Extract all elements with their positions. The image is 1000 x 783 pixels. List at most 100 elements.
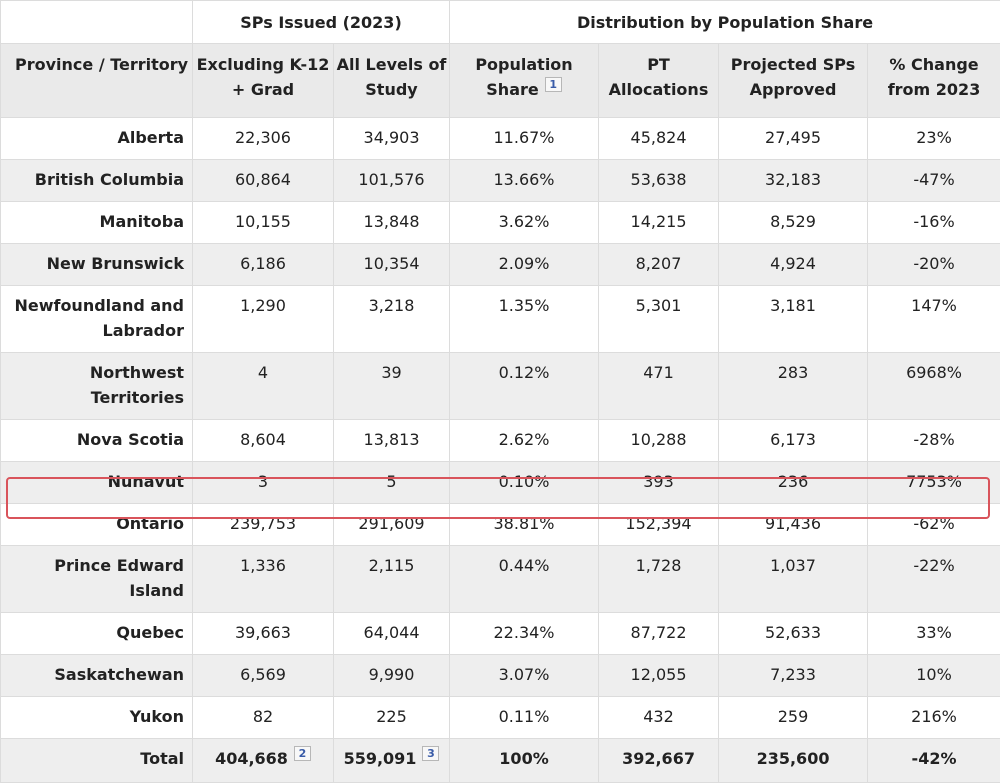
group-header-sps: SPs Issued (2023) xyxy=(193,1,450,44)
total-excluding-cell: 404,668 2 xyxy=(193,739,334,783)
all-levels-cell: 9,990 xyxy=(334,655,450,697)
projected-cell: 236 xyxy=(719,462,868,504)
total-projected-cell: 235,600 xyxy=(719,739,868,783)
header-blank xyxy=(1,1,193,44)
population-share-cell: 22.34% xyxy=(450,613,599,655)
population-share-cell: 2.09% xyxy=(450,244,599,286)
change-cell: 23% xyxy=(868,118,1000,160)
total-excluding-value: 404,668 xyxy=(215,749,288,768)
projected-cell: 283 xyxy=(719,353,868,420)
province-cell: Manitoba xyxy=(1,202,193,244)
total-pt-allocations-cell: 392,667 xyxy=(599,739,719,783)
province-cell: Quebec xyxy=(1,613,193,655)
change-cell: -16% xyxy=(868,202,1000,244)
projected-cell: 32,183 xyxy=(719,160,868,202)
population-share-cell: 38.81% xyxy=(450,504,599,546)
excluding-cell: 82 xyxy=(193,697,334,739)
footnote-2-link[interactable]: 2 xyxy=(294,746,311,761)
all-levels-cell: 34,903 xyxy=(334,118,450,160)
total-all-levels-cell: 559,091 3 xyxy=(334,739,450,783)
change-cell: -22% xyxy=(868,546,1000,613)
pt-allocations-cell: 1,728 xyxy=(599,546,719,613)
column-header-pt-allocations: PT Allocations xyxy=(599,44,719,118)
pt-allocations-cell: 53,638 xyxy=(599,160,719,202)
province-cell: New Brunswick xyxy=(1,244,193,286)
projected-cell: 27,495 xyxy=(719,118,868,160)
pt-allocations-cell: 432 xyxy=(599,697,719,739)
projected-cell: 52,633 xyxy=(719,613,868,655)
all-levels-cell: 101,576 xyxy=(334,160,450,202)
pt-allocations-cell: 14,215 xyxy=(599,202,719,244)
projected-cell: 4,924 xyxy=(719,244,868,286)
projected-cell: 3,181 xyxy=(719,286,868,353)
all-levels-cell: 39 xyxy=(334,353,450,420)
total-all-levels-value: 559,091 xyxy=(344,749,417,768)
column-header-province: Province / Territory xyxy=(1,44,193,118)
province-cell: Nunavut xyxy=(1,462,193,504)
province-cell: Alberta xyxy=(1,118,193,160)
change-cell: -47% xyxy=(868,160,1000,202)
pt-allocations-cell: 87,722 xyxy=(599,613,719,655)
change-cell: -20% xyxy=(868,244,1000,286)
population-share-cell: 0.44% xyxy=(450,546,599,613)
projected-cell: 91,436 xyxy=(719,504,868,546)
change-cell: 7753% xyxy=(868,462,1000,504)
excluding-cell: 1,290 xyxy=(193,286,334,353)
change-cell: 33% xyxy=(868,613,1000,655)
excluding-cell: 4 xyxy=(193,353,334,420)
total-label: Total xyxy=(1,739,193,783)
all-levels-cell: 291,609 xyxy=(334,504,450,546)
column-header-projected: Projected SPs Approved xyxy=(719,44,868,118)
footnote-3-link[interactable]: 3 xyxy=(422,746,439,761)
pt-allocations-cell: 45,824 xyxy=(599,118,719,160)
excluding-cell: 39,663 xyxy=(193,613,334,655)
excluding-cell: 8,604 xyxy=(193,420,334,462)
province-cell: Yukon xyxy=(1,697,193,739)
population-share-cell: 1.35% xyxy=(450,286,599,353)
change-cell: -62% xyxy=(868,504,1000,546)
population-share-cell: 13.66% xyxy=(450,160,599,202)
projected-cell: 1,037 xyxy=(719,546,868,613)
change-cell: 216% xyxy=(868,697,1000,739)
all-levels-cell: 2,115 xyxy=(334,546,450,613)
projected-cell: 6,173 xyxy=(719,420,868,462)
footnote-1-link[interactable]: 1 xyxy=(545,77,562,92)
projected-cell: 8,529 xyxy=(719,202,868,244)
all-levels-cell: 225 xyxy=(334,697,450,739)
population-share-cell: 0.12% xyxy=(450,353,599,420)
province-cell: Ontario xyxy=(1,504,193,546)
projected-cell: 7,233 xyxy=(719,655,868,697)
total-change-cell: -42% xyxy=(868,739,1000,783)
all-levels-cell: 5 xyxy=(334,462,450,504)
population-share-cell: 11.67% xyxy=(450,118,599,160)
province-cell: Prince Edward Island xyxy=(1,546,193,613)
excluding-cell: 6,186 xyxy=(193,244,334,286)
change-cell: 6968% xyxy=(868,353,1000,420)
excluding-cell: 1,336 xyxy=(193,546,334,613)
total-population-share-cell: 100% xyxy=(450,739,599,783)
pt-allocations-cell: 471 xyxy=(599,353,719,420)
all-levels-cell: 13,848 xyxy=(334,202,450,244)
population-share-cell: 0.11% xyxy=(450,697,599,739)
change-cell: 147% xyxy=(868,286,1000,353)
pt-allocations-cell: 10,288 xyxy=(599,420,719,462)
pt-allocations-cell: 8,207 xyxy=(599,244,719,286)
column-header-change: % Change from 2023 xyxy=(868,44,1000,118)
excluding-cell: 60,864 xyxy=(193,160,334,202)
population-share-cell: 3.62% xyxy=(450,202,599,244)
population-share-cell: 3.07% xyxy=(450,655,599,697)
column-header-all-levels: All Levels of Study xyxy=(334,44,450,118)
population-share-cell: 2.62% xyxy=(450,420,599,462)
group-header-distribution: Distribution by Population Share xyxy=(450,1,1000,44)
pt-allocations-cell: 152,394 xyxy=(599,504,719,546)
